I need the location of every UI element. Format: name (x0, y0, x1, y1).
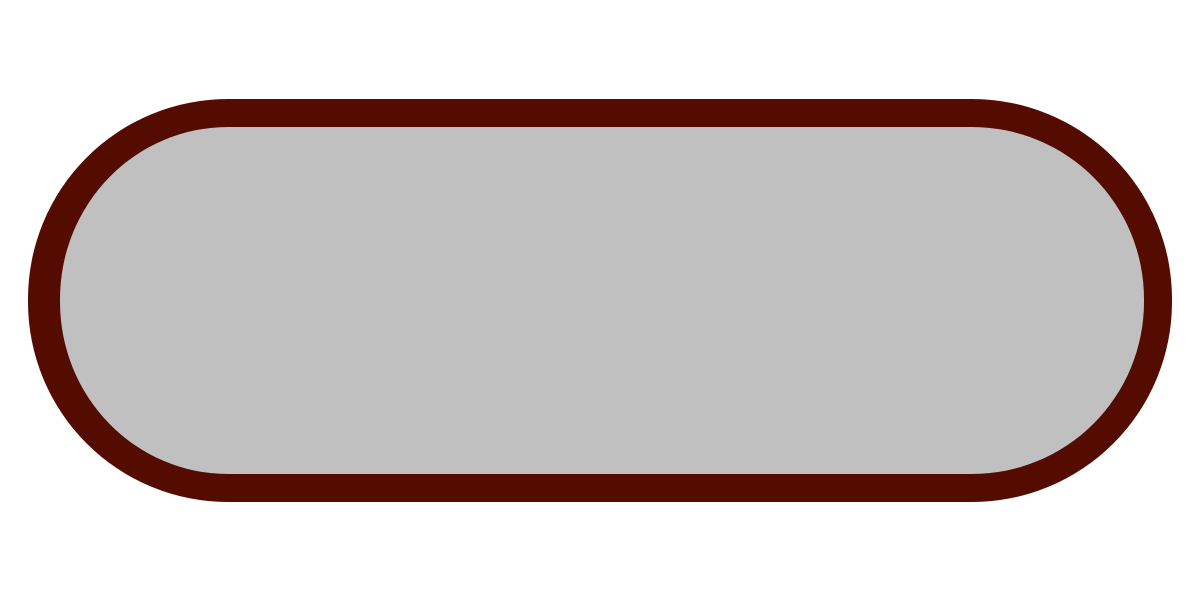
pill-button-label (60, 127, 1144, 474)
pill-button[interactable] (28, 99, 1172, 502)
